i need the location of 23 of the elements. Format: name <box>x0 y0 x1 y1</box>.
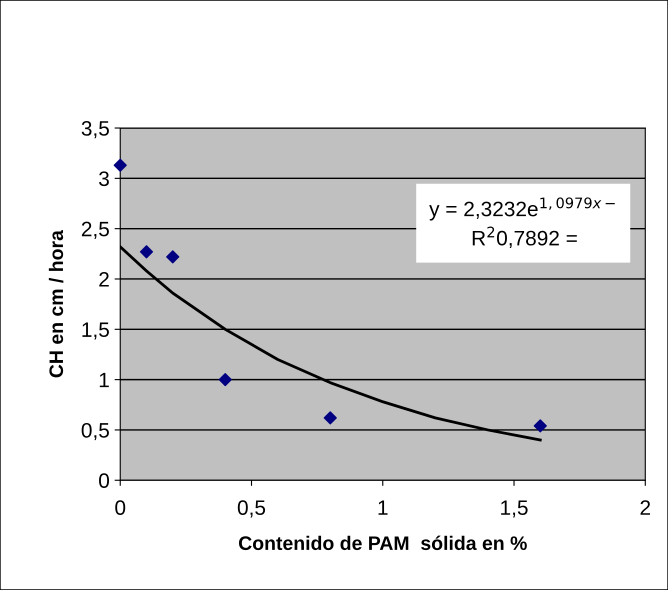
x-tick-label: 0 <box>115 500 126 516</box>
x-tick-label: 0,5 <box>238 500 266 518</box>
annotation: y = 2,3232e$^{1,0979x−}$ <box>429 197 615 220</box>
y-tick-label: 3,5 <box>82 121 109 138</box>
y-tick-label: 0,5 <box>82 422 109 440</box>
x-axis-title: Contenido de PAM sólida en % <box>238 536 527 550</box>
x-tick-label: 1,5 <box>501 500 528 518</box>
point <box>140 245 154 258</box>
y-tick-label: 2 <box>99 272 109 287</box>
point <box>218 373 232 386</box>
y-tick-label: 3 <box>99 171 109 186</box>
point <box>166 250 180 264</box>
y-tick-label: 1,5 <box>82 322 109 340</box>
annotation: R$^{2}$0,7892 = <box>472 226 577 248</box>
x-tick-label: 1 <box>378 500 388 515</box>
point <box>324 411 337 424</box>
point <box>534 419 547 433</box>
point <box>114 158 127 172</box>
y-tick-label: 2,5 <box>82 222 109 239</box>
y-tick-label: 1 <box>100 372 109 388</box>
y-tick-label: 0 <box>99 473 110 488</box>
y-axis-title: CH en cm / hora <box>48 230 64 378</box>
x-tick-label: 2 <box>640 500 650 515</box>
